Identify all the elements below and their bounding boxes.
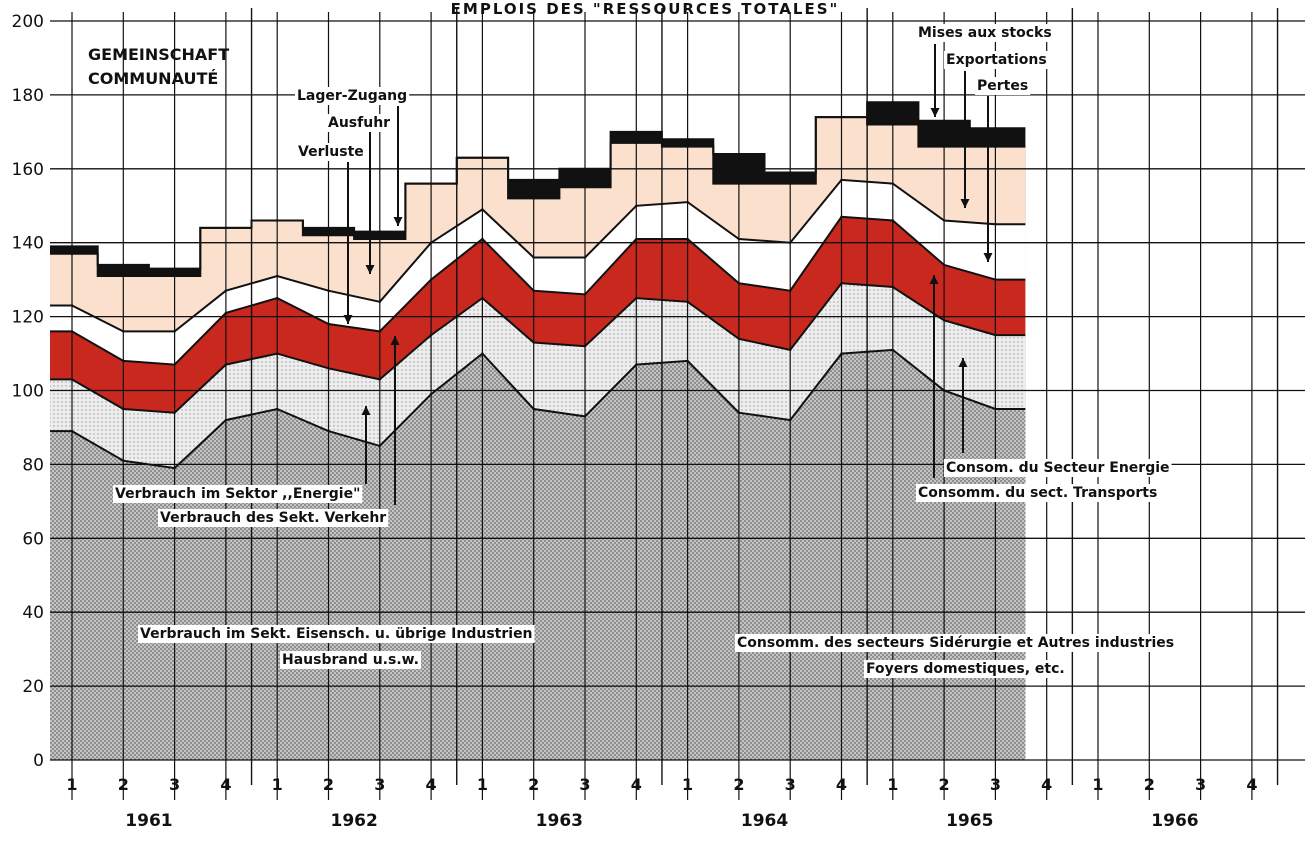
svg-text:Verbrauch im Sekt. Eisensch. u: Verbrauch im Sekt. Eisensch. u. übrige I… [140,626,533,642]
label-exportations: Exportations [944,51,1049,69]
y-tick-label: 40 [22,603,44,623]
chart-title: EMPLOIS DES "RESSOURCES TOTALES" [451,0,840,18]
y-tick-label: 0 [33,751,44,771]
quarter-tick-label: 3 [169,775,180,794]
svg-text:Verluste: Verluste [298,144,364,160]
quarter-tick-label: 3 [785,775,796,794]
label-ausfuhr: Ausfuhr [326,114,393,132]
quarter-tick-label: 2 [118,775,129,794]
quarter-tick-label: 1 [1092,775,1103,794]
quarter-tick-label: 3 [990,775,1001,794]
annotation-arrowhead [958,358,968,367]
area-layers [50,102,1026,761]
annotation-arrowhead [393,217,403,226]
y-tick-label: 160 [12,160,44,180]
annotation-arrowhead [343,315,353,324]
svg-text:Hausbrand u.s.w.: Hausbrand u.s.w. [282,652,419,668]
svg-text:Ausfuhr: Ausfuhr [328,115,390,131]
y-tick-label: 80 [22,455,44,475]
svg-text:Verbrauch im Sektor ,,Energie": Verbrauch im Sektor ,,Energie" [115,486,360,502]
svg-text:Consom. du Secteur Energie: Consom. du Secteur Energie [946,460,1170,476]
label-industrie-fr: Consomm. des secteurs Sidérurgie et Autr… [735,634,1177,652]
svg-text:Lager-Zugang: Lager-Zugang [297,88,407,104]
year-label-1961: 1961 [125,811,172,831]
label-mises-aux-stocks: Mises aux stocks [916,24,1054,42]
label-energie-fr: Consom. du Secteur Energie [944,459,1172,477]
label-lager-zugang: Lager-Zugang [295,87,410,105]
y-tick-label: 120 [12,308,44,328]
annotation-arrowhead [929,275,939,284]
quarter-tick-label: 4 [1041,775,1052,794]
svg-text:Mises aux stocks: Mises aux stocks [918,25,1052,41]
y-tick-label: 100 [12,382,44,402]
svg-text:Verbrauch des Sekt. Verkehr: Verbrauch des Sekt. Verkehr [160,510,386,526]
subtitle-fr: COMMUNAUTÉ [88,69,218,88]
svg-text:Exportations: Exportations [946,52,1047,68]
label-transports-fr: Consomm. du sect. Transports [916,484,1160,502]
y-tick-label: 20 [22,677,44,697]
quarter-tick-label: 4 [836,775,847,794]
label-verluste: Verluste [296,143,366,161]
quarter-tick-label: 2 [733,775,744,794]
quarter-tick-label: 2 [1144,775,1155,794]
quarter-tick-label: 1 [887,775,898,794]
quarter-tick-label: 1 [682,775,693,794]
axes: 0 20 40 60 80 100 120 140 160 180 200 1 2 3 4 1 2 3 4 1 2 3 4 1… [12,12,1258,831]
label-verkehr-de: Verbrauch des Sekt. Verkehr [158,509,389,527]
quarter-tick-label: 4 [631,775,642,794]
svg-text:Pertes: Pertes [977,78,1028,94]
year-label-1966: 1966 [1151,811,1198,831]
label-hausbrand-de: Hausbrand u.s.w. [280,651,421,669]
quarter-tick-label: 2 [323,775,334,794]
quarter-tick-label: 1 [477,775,488,794]
quarter-tick-label: 1 [66,775,77,794]
year-label-1963: 1963 [536,811,583,831]
annotation-arrowhead [983,253,993,262]
label-industrie-de: Verbrauch im Sekt. Eisensch. u. übrige I… [138,625,535,643]
quarter-tick-label: 3 [579,775,590,794]
annotation-arrowhead [960,199,970,208]
year-label-1964: 1964 [741,811,788,831]
quarter-tick-label: 1 [272,775,283,794]
quarter-tick-label: 2 [939,775,950,794]
quarter-tick-label: 4 [220,775,231,794]
svg-text:Foyers domestiques, etc.: Foyers domestiques, etc. [866,661,1065,677]
subtitle-de: GEMEINSCHAFT [88,45,229,64]
y-tick-label: 180 [12,86,44,106]
svg-text:Consomm. des secteurs Sidérurg: Consomm. des secteurs Sidérurgie et Autr… [737,635,1174,651]
quarter-tick-label: 3 [1195,775,1206,794]
label-energie-de: Verbrauch im Sektor ,,Energie" [113,485,363,503]
annotations: Lager-Zugang Ausfuhr Verluste Mises aux sto… [113,24,1177,678]
y-tick-label: 200 [12,12,44,32]
label-foyers-fr: Foyers domestiques, etc. [864,660,1067,678]
y-tick-label: 140 [12,234,44,254]
quarter-tick-label: 4 [1246,775,1257,794]
svg-text:Consomm. du sect. Transports: Consomm. du sect. Transports [918,485,1157,501]
year-label-1965: 1965 [946,811,993,831]
annotation-arrowhead [361,406,371,415]
year-label-1962: 1962 [330,811,377,831]
quarter-tick-label: 4 [426,775,437,794]
annotation-arrowhead [365,265,375,274]
quarter-tick-label: 3 [374,775,385,794]
annotation-arrowhead [930,108,940,117]
y-tick-label: 60 [22,529,44,549]
quarter-tick-label: 2 [528,775,539,794]
grid [50,8,1305,800]
label-pertes: Pertes [975,77,1031,95]
annotation-arrowhead [390,336,400,345]
